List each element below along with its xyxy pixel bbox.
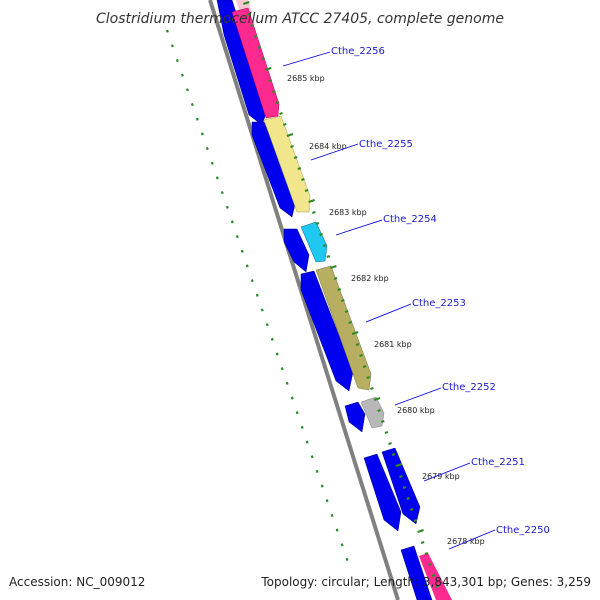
genome-summary-text: Topology: circular; Length: 3,843,301 bp…: [260, 575, 591, 589]
cds-arrow: [400, 545, 433, 600]
kbp-label: 2683 kbp: [329, 208, 367, 217]
gene-feature-cthe-2256: [231, 7, 280, 119]
leader-line: [394, 387, 442, 406]
gene-label[interactable]: Cthe_2254: [383, 214, 437, 225]
tick-mark: [326, 255, 331, 258]
map-title: Clostridium thermocellum ATCC 27405, com…: [96, 11, 504, 27]
tick-mark: [351, 331, 359, 335]
tick-mark: [402, 486, 407, 489]
kbp-label: 2684 kbp: [309, 142, 347, 151]
label-leaders: [282, 51, 496, 550]
gene-label[interactable]: Cthe_2251: [471, 457, 525, 468]
tick-mark: [362, 365, 367, 368]
tick-mark: [301, 178, 305, 181]
tick-mark: [355, 343, 360, 346]
tick-mark: [391, 453, 396, 456]
cds-arrow: [283, 228, 310, 273]
tick-mark: [264, 67, 272, 71]
tick-mark: [246, 13, 251, 16]
tick-mark: [282, 123, 287, 126]
tick-mark: [272, 90, 276, 93]
leader-line: [365, 303, 412, 323]
tick-mark: [253, 35, 258, 38]
gene-feature-cthe-2254: [300, 221, 328, 263]
tick-mark: [373, 397, 381, 401]
tick-mark: [340, 299, 345, 302]
tick-mark: [308, 199, 316, 203]
tick-mark: [420, 541, 425, 544]
tick-mark: [380, 420, 385, 423]
accession-text: Accession: NC_009012: [9, 575, 145, 589]
tick-mark: [275, 101, 280, 104]
gene-label[interactable]: Cthe_2255: [359, 139, 413, 150]
tick-mark: [257, 46, 262, 49]
tick-mark: [315, 222, 320, 225]
tick-mark: [333, 277, 338, 280]
tick-mark: [435, 585, 440, 588]
gene-feature-cthe-2255: [263, 115, 311, 213]
kbp-labels: 2685 kbp 2684 kbp 2683 kbp 2682 kbp 2681…: [287, 74, 485, 546]
cds-arrow: [251, 121, 297, 218]
leader-line: [310, 143, 359, 161]
kbp-label: 2680 kbp: [397, 406, 435, 415]
tick-mark: [370, 387, 374, 390]
tick-mark: [286, 133, 294, 137]
leader-line: [282, 51, 331, 67]
leader-line: [448, 529, 496, 550]
kbp-label: 2678 kbp: [447, 537, 485, 546]
tick-mark: [311, 211, 316, 214]
tick-mark: [431, 574, 436, 577]
kbp-label: 2681 kbp: [374, 340, 412, 349]
tick-mark: [250, 24, 254, 27]
tick-mark: [261, 57, 265, 60]
tick-mark: [409, 508, 414, 511]
gene-labels: Cthe_2256 Cthe_2255 Cthe_2254 Cthe_2253 …: [331, 46, 550, 536]
tick-mark: [293, 156, 298, 159]
tick-mark: [388, 442, 392, 445]
tick-mark: [268, 79, 273, 82]
tick-mark: [344, 310, 349, 313]
gene-feature-bottom: [419, 553, 452, 600]
cds-arrow: [300, 270, 354, 392]
leader-line: [423, 462, 471, 482]
tick-mark: [242, 1, 250, 5]
gene-feature-cthe-2253: [315, 265, 372, 391]
leader-line: [335, 219, 383, 236]
tick-mark: [424, 552, 429, 555]
tick-mark: [322, 244, 327, 247]
tick-mark: [297, 167, 302, 170]
dotted-ruler: [165, 29, 352, 569]
gene-feature-cthe-2252: [360, 396, 385, 429]
tick-mark: [330, 265, 337, 269]
tick-mark: [395, 463, 403, 467]
kbp-label: 2682 kbp: [351, 274, 389, 283]
gene-label[interactable]: Cthe_2253: [412, 298, 466, 309]
cds-arrow: [381, 447, 421, 525]
tick-mark: [406, 497, 411, 500]
tick-ruler: [242, 1, 440, 588]
cds-arrow: [344, 401, 366, 433]
gene-label[interactable]: Cthe_2250: [496, 525, 550, 536]
tick-mark: [337, 288, 342, 291]
tick-mark: [290, 145, 294, 148]
tick-mark: [366, 376, 371, 379]
tick-mark: [359, 354, 363, 357]
tick-mark: [417, 529, 424, 533]
tick-mark: [304, 189, 309, 192]
tick-mark: [348, 321, 352, 324]
gene-label[interactable]: Cthe_2256: [331, 46, 385, 57]
tick-mark: [279, 112, 283, 115]
genome-backbone: [208, 0, 400, 600]
tick-mark: [319, 233, 323, 236]
tick-mark: [377, 409, 381, 412]
gene-label[interactable]: Cthe_2252: [442, 382, 496, 393]
tick-mark: [384, 431, 389, 434]
cds-arrow: [363, 453, 402, 532]
kbp-label: 2685 kbp: [287, 74, 325, 83]
kbp-label: 2679 kbp: [422, 472, 460, 481]
tick-mark: [413, 519, 418, 522]
tick-mark: [428, 563, 432, 566]
tick-mark: [399, 475, 403, 478]
